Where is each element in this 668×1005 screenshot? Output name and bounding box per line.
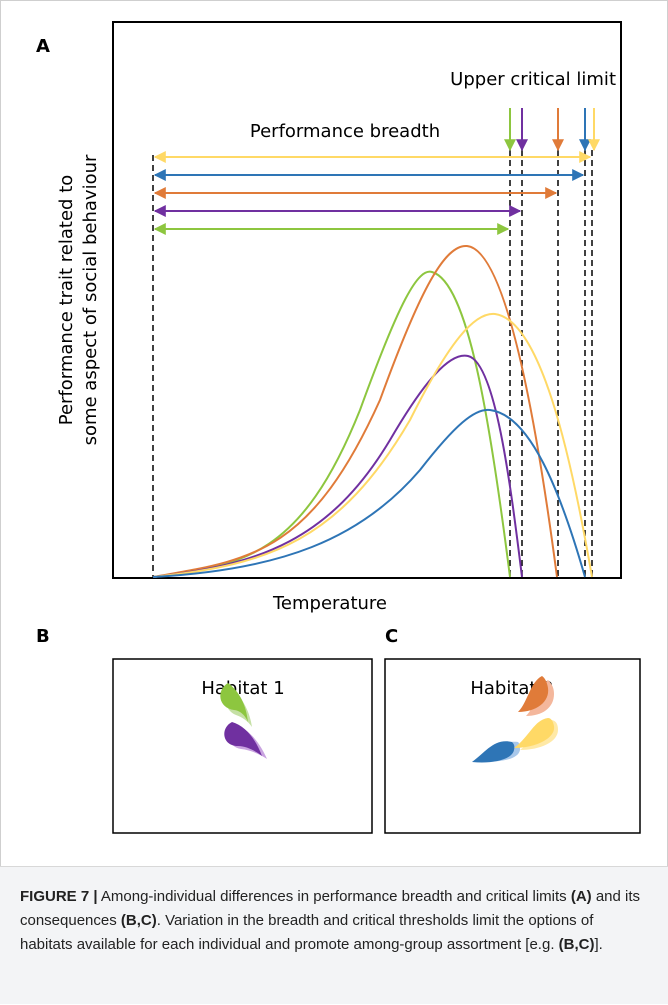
caption-text: ]. <box>594 936 603 953</box>
caption-text: (A) <box>570 888 592 905</box>
panel-label: A <box>36 36 50 57</box>
caption: FIGURE 7 | Among-individual differences … <box>0 866 668 1004</box>
figure-panels: A Performance trait related to some aspe… <box>0 0 668 866</box>
caption-text: (B,C) <box>558 936 595 953</box>
annotation: Upper critical limit <box>450 69 616 90</box>
annotation: Performance breadth <box>250 121 440 142</box>
habitat-box <box>112 658 373 834</box>
habitat-box <box>384 658 641 834</box>
breadth-arrows <box>153 108 600 235</box>
individual-icons <box>220 676 558 763</box>
x-axis-label: Temperature <box>272 593 387 614</box>
y-axis-label: Performance trait related to <box>56 175 77 426</box>
panel-label: B <box>36 626 50 647</box>
performance-curves <box>152 244 593 578</box>
panel-label: C <box>385 626 398 647</box>
caption-text: FIGURE 7 | <box>20 888 98 905</box>
habitat-title: Habitat 1 <box>201 678 284 699</box>
plot-frame <box>112 21 622 579</box>
caption-text: (B,C) <box>120 912 157 929</box>
y-axis-label: some aspect of social behaviour <box>80 154 101 445</box>
caption-text: . Variation in the breadth and critical … <box>20 912 594 953</box>
caption-text: Among-individual differences in performa… <box>97 888 571 905</box>
caption-text: and its consequences <box>20 888 641 929</box>
